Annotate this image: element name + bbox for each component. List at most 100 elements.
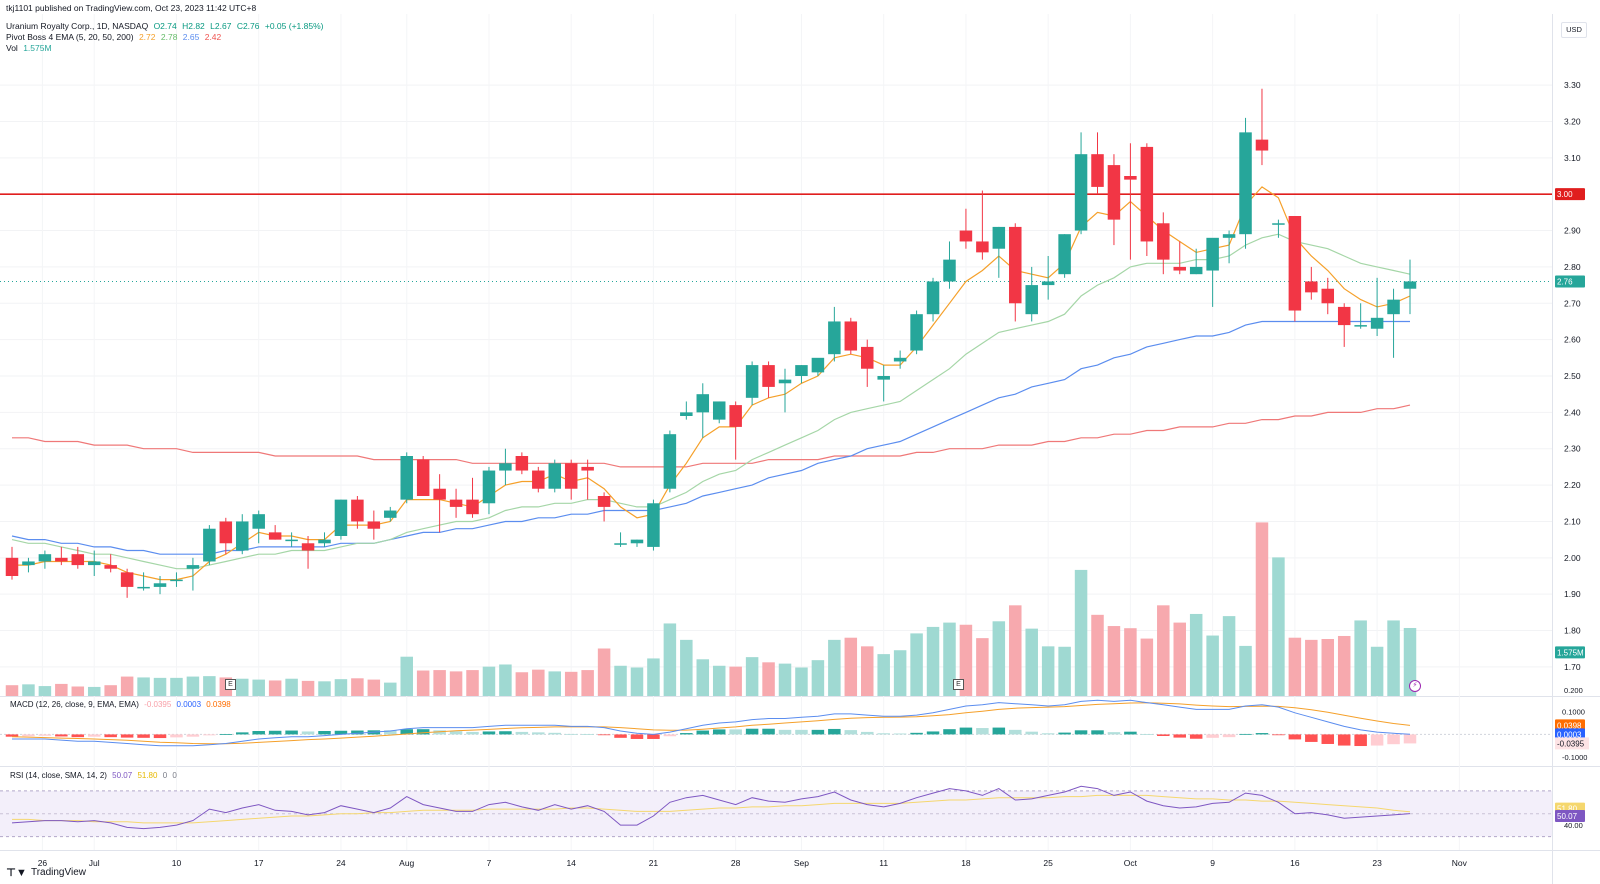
candle-body (581, 466, 594, 471)
volume-bar (1370, 646, 1384, 696)
volume-bar (236, 678, 249, 696)
macd-tick-label: -0.1000 (1562, 753, 1587, 762)
symbol-title[interactable]: Uranium Royalty Corp., 1D, NASDAQ (6, 21, 149, 31)
macd-line-axis-label: 0.0003 (1557, 730, 1582, 739)
time-tick-label: 25 (1043, 858, 1053, 868)
volume-bar (712, 665, 726, 696)
candle (1157, 212, 1170, 275)
volume-bar (1387, 620, 1400, 696)
volume-bar (696, 659, 710, 696)
macd-histogram-bar (762, 728, 775, 735)
candle-body (153, 583, 167, 587)
candle (795, 365, 808, 384)
macd-histogram-bar (466, 731, 479, 735)
tradingview-logo-icon: ⊤▼ (6, 867, 27, 879)
ema-legend[interactable]: Pivot Boss 4 EMA (5, 20, 50, 200) 2.72 2… (6, 32, 224, 43)
macd-histogram-bar (959, 727, 973, 735)
macd-histogram-bar (1370, 734, 1384, 746)
candle-body (630, 539, 644, 544)
volume-bar (532, 669, 545, 696)
candle (1140, 143, 1154, 256)
candle (499, 448, 512, 486)
volume-bar (844, 637, 858, 696)
macd-histogram-bar (1189, 734, 1203, 739)
macd-histogram-bar (943, 729, 956, 735)
volume-bar (564, 671, 578, 696)
macd-histogram-bar (564, 733, 578, 735)
macd-histogram-bar (811, 729, 825, 735)
candle (1107, 154, 1121, 246)
candle (532, 466, 545, 493)
macd-histogram-bar (22, 734, 35, 737)
candle-body (877, 376, 890, 380)
macd-histogram-bar (910, 732, 923, 735)
volume-bar (203, 676, 216, 696)
volume-bar (334, 679, 348, 696)
candle (1222, 230, 1236, 264)
candle (1074, 132, 1088, 235)
macd-histogram-bar (992, 727, 1006, 735)
price-tick-label: 1.80 (1564, 626, 1581, 636)
volume-bar (1140, 638, 1154, 696)
macd-histogram-bar (170, 734, 183, 738)
volume-bar (120, 676, 134, 696)
macd-histogram-bar (926, 731, 940, 735)
price-tick-label: 2.30 (1564, 444, 1581, 454)
volume-bar (367, 679, 381, 696)
candle-body (400, 456, 413, 500)
lightning-icon[interactable]: ⚡ (1409, 680, 1421, 692)
candle (976, 190, 989, 260)
candle (1091, 132, 1104, 195)
candle-body (1337, 306, 1351, 326)
rsi-legend[interactable]: RSI (14, close, SMA, 14, 2) 50.07 51.80 … (10, 771, 180, 780)
candle-body (1321, 288, 1335, 304)
macd-histogram-bar (1025, 731, 1038, 735)
volume-bar (1354, 620, 1367, 696)
candle-body (1403, 281, 1417, 289)
candle-body (795, 365, 808, 376)
macd-histogram-bar (499, 731, 512, 735)
volume-bar (449, 671, 463, 696)
candle (1255, 88, 1269, 166)
macd-legend[interactable]: MACD (12, 26, close, 9, EMA, EMA) -0.039… (10, 700, 234, 709)
rsi-lower-value: 0 (172, 771, 177, 780)
rsi-upper-value: 0 (162, 771, 168, 780)
macd-histogram-bar (1354, 734, 1367, 747)
candle (680, 401, 693, 420)
volume-bar (22, 684, 35, 696)
candle-body (1222, 234, 1236, 238)
candle-body (334, 499, 348, 536)
candle-body (1305, 281, 1318, 293)
macd-histogram-bar (268, 730, 282, 735)
volume-legend[interactable]: Vol 1.575M (6, 43, 55, 54)
macd-histogram-bar (614, 734, 627, 738)
change-value: +0.05 (+1.85%) (264, 21, 324, 31)
macd-histogram-bar (318, 731, 331, 735)
macd-histogram-bar (893, 733, 907, 735)
candle-body (959, 230, 973, 242)
tradingview-logo[interactable]: ⊤▼ TradingView (6, 866, 86, 879)
volume-bar (959, 624, 973, 696)
volume-bar (1107, 626, 1121, 696)
candle (87, 550, 101, 576)
macd-histogram-bar (548, 732, 562, 735)
volume-bar (170, 677, 183, 696)
candle-body (482, 470, 496, 504)
close-value: C2.76 (236, 21, 260, 31)
earnings-event-icon[interactable]: E (225, 679, 236, 690)
candle-body (976, 241, 989, 253)
candle (367, 510, 381, 540)
volume-bar (597, 648, 611, 696)
tradingview-brand: TradingView (30, 867, 86, 878)
candle-body (729, 405, 742, 427)
candle (449, 488, 463, 518)
macd-histogram-bar (384, 730, 397, 735)
earnings-event-icon[interactable]: E (953, 679, 964, 690)
candle (268, 525, 282, 540)
candle-body (236, 521, 249, 551)
currency-button[interactable]: USD (1561, 22, 1587, 38)
candle-body (87, 561, 101, 566)
candle (1305, 266, 1318, 300)
